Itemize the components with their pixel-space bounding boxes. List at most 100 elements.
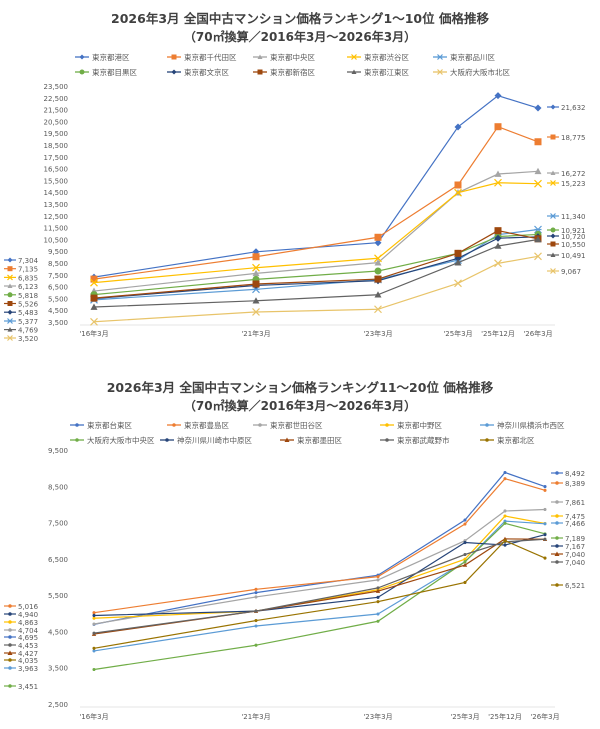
end-value-label: 7,466 (565, 520, 586, 528)
series-大阪府大阪市北区 (90, 252, 542, 326)
diamond-marker (494, 234, 502, 242)
legend-item[interactable]: 大阪府大阪市中央区 (70, 435, 155, 445)
x-marker (7, 335, 13, 341)
y-tick-label: 4,500 (48, 307, 68, 315)
start-value-label: 7,135 (18, 266, 38, 274)
square-marker (454, 181, 462, 189)
diamond-marker (550, 104, 556, 110)
square-marker (550, 134, 556, 140)
legend-item[interactable]: 東京都中央区 (253, 52, 315, 62)
y-tick-label: 8,500 (48, 260, 68, 268)
start-value-label: 4,035 (18, 657, 38, 665)
legend-item[interactable]: 東京都品川区 (433, 52, 495, 62)
circle-marker (550, 227, 556, 233)
end-value-label: 10,550 (561, 241, 586, 249)
legend-item[interactable]: 東京都世田谷区 (253, 420, 323, 430)
y-tick-label: 7,500 (48, 520, 68, 528)
legend-item[interactable]: 東京都新宿区 (253, 67, 315, 77)
end-value-label: 10,921 (561, 227, 586, 235)
square-marker (171, 54, 177, 60)
legend-label: 東京都目黒区 (92, 67, 137, 77)
start-value-label: 6,835 (18, 274, 38, 282)
series-line (93, 95, 539, 278)
series-line (93, 182, 539, 284)
plus-marker (463, 580, 467, 584)
series-神奈川県川崎市中原区 (92, 533, 547, 618)
legend-label: 東京都江東区 (364, 67, 409, 77)
series-東京都墨田区 (91, 536, 548, 636)
x-marker (374, 254, 382, 263)
diamond-marker (374, 239, 382, 247)
end-value-label: 7,861 (565, 499, 585, 507)
legend-item[interactable]: 東京都中野区 (380, 420, 442, 430)
triangle-marker (494, 242, 502, 249)
x-marker (252, 308, 260, 316)
x-tick-label: '26年3月 (530, 712, 559, 721)
x-tick-label: '26年3月 (523, 329, 552, 338)
y-tick-label: 16,500 (44, 166, 69, 174)
end-value-label: 7,040 (565, 559, 585, 567)
x-marker (454, 188, 462, 197)
legend-item[interactable]: 東京都台東区 (70, 420, 132, 430)
triangle-marker (534, 236, 542, 243)
legend-label: 東京都台東区 (87, 420, 132, 430)
x-marker (351, 54, 357, 60)
triangle-marker (554, 551, 560, 556)
legend-item[interactable]: 神奈川県川崎市中原区 (160, 435, 252, 445)
y-tick-label: 17,500 (44, 154, 69, 162)
plus-marker (463, 522, 467, 526)
legend-item[interactable]: 東京都文京区 (167, 67, 229, 77)
plus-marker (555, 481, 559, 485)
legend-item[interactable]: 東京都港区 (75, 52, 130, 62)
plus-marker (555, 583, 559, 587)
legend-item[interactable]: 東京都武蔵野市 (380, 435, 450, 445)
square-marker (550, 241, 556, 247)
plus-marker (376, 612, 380, 616)
circle-marker (374, 267, 382, 275)
legend-item[interactable]: 東京都渋谷区 (347, 52, 409, 62)
start-value-label: 4,453 (18, 642, 38, 650)
plus-marker (503, 509, 507, 513)
plus-marker (463, 552, 467, 557)
y-tick-label: 13,500 (44, 201, 69, 209)
plus-marker (172, 423, 176, 427)
plus-marker (254, 609, 258, 613)
legend-item[interactable]: 東京都千代田区 (167, 52, 237, 62)
triangle-marker (374, 259, 382, 266)
x-marker (374, 305, 382, 314)
x-tick-label: '25年3月 (443, 329, 472, 338)
plus-marker (543, 522, 547, 526)
x-tick-label: '21年3月 (241, 329, 270, 338)
legend-item[interactable]: 東京都江東区 (347, 67, 409, 77)
plus-marker (254, 595, 258, 599)
triangle-marker (7, 650, 13, 655)
plus-marker (254, 591, 258, 595)
square-marker (257, 69, 263, 75)
legend-item[interactable]: 大阪府大阪市北区 (433, 67, 510, 77)
plus-marker (8, 612, 12, 616)
legend-label: 東京都豊島区 (184, 420, 229, 430)
legend-item[interactable]: 神奈川県横浜市西区 (480, 420, 565, 430)
series-line (93, 230, 539, 299)
chart1-svg: 3,500 4,500 5,500 6,500 7,500 8,500 9,500 10,50… (4, 52, 586, 343)
start-value-label: 4,940 (18, 611, 38, 619)
series-line (93, 125, 539, 280)
legend-label: 神奈川県川崎市中原区 (177, 435, 252, 445)
legend-item[interactable]: 東京都墨田区 (280, 435, 342, 445)
diamond-marker (171, 69, 177, 75)
start-value-label: 4,863 (18, 619, 38, 627)
legend-item[interactable]: 東京都北区 (480, 435, 535, 445)
series-line (93, 539, 546, 649)
x-tick-label: '23年3月 (363, 712, 392, 721)
start-value-label: 4,704 (18, 627, 39, 635)
legend-item[interactable]: 東京都豊島区 (167, 420, 229, 430)
end-value-label: 7,040 (565, 551, 585, 559)
chart1-subtitle: （70㎡換算／2016年3月～2026年3月） (183, 30, 417, 44)
start-value-label: 4,695 (18, 634, 38, 642)
chart2-subtitle: （70㎡換算／2016年3月～2026年3月） (183, 399, 417, 413)
plus-marker (8, 658, 12, 662)
legend-item[interactable]: 東京都目黒区 (75, 67, 137, 77)
x-marker (550, 180, 556, 186)
plus-marker (503, 519, 507, 523)
start-value-label: 3,520 (18, 335, 38, 343)
